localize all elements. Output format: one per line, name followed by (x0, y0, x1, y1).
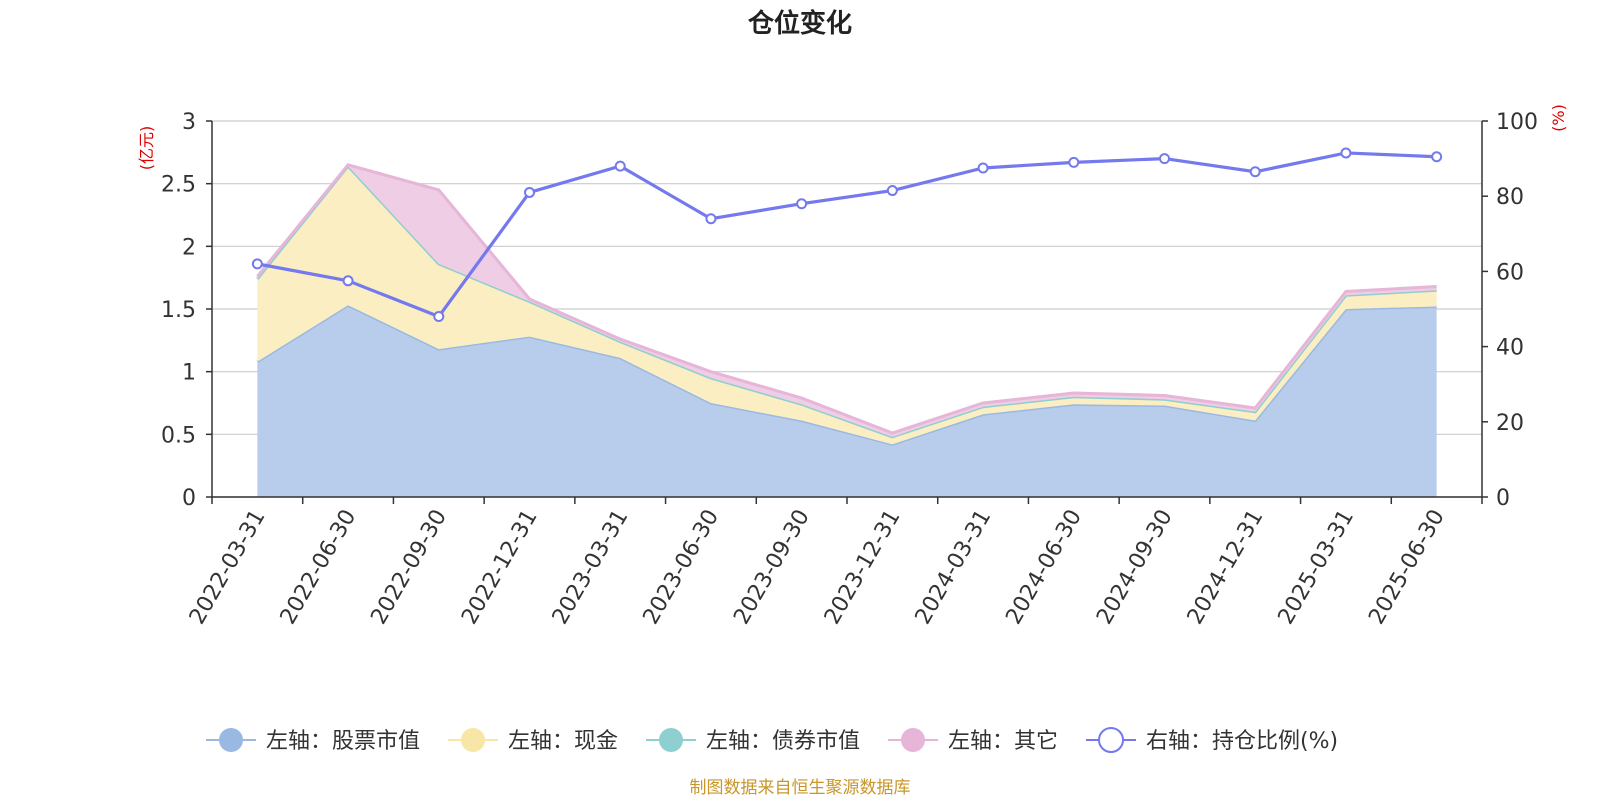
ratio-point (524, 186, 535, 198)
ratio-point (705, 213, 717, 225)
area-edge-line (256, 163, 1437, 435)
ratio-point (251, 258, 263, 270)
ratio-point (1068, 156, 1080, 168)
x-tick-label: 2023-12-31 (820, 506, 906, 629)
x-tick-label: 2022-06-30 (276, 506, 362, 629)
left-tick-label: 0.5 (161, 423, 196, 448)
ratio-point (886, 185, 898, 197)
legend-marker (461, 728, 485, 752)
right-tick-label: 60 (1496, 260, 1524, 285)
left-tick-label: 2 (182, 235, 196, 260)
right-axis-unit: (%) (1549, 104, 1568, 132)
chart-title: 仓位变化 (747, 8, 852, 39)
ratio-point (977, 162, 989, 174)
area-1 (257, 166, 1437, 445)
left-tick-label: 2.5 (161, 173, 196, 198)
legend-marker (659, 728, 683, 752)
ratio-point (1431, 151, 1443, 163)
area-3 (257, 164, 1437, 437)
ratio-point (1340, 147, 1352, 159)
right-tick-label: 100 (1496, 110, 1538, 135)
legend-label: 右轴：持仓比例(%) (1146, 729, 1338, 754)
x-tick-label: 2024-12-31 (1183, 506, 1269, 629)
x-tick-label: 2024-06-30 (1001, 506, 1087, 629)
ratio-point (614, 160, 626, 172)
ratio-point (1159, 153, 1170, 165)
ratio-point (342, 275, 354, 287)
x-tick-label: 2024-09-30 (1092, 506, 1178, 629)
data-source: 制图数据来自恒生聚源数据库 (690, 778, 911, 798)
right-tick-label: 40 (1496, 336, 1524, 361)
x-tick-label: 2024-03-31 (911, 506, 997, 629)
right-tick-label: 80 (1496, 185, 1524, 210)
left-tick-label: 0 (182, 486, 196, 511)
x-tick-label: 2022-03-31 (185, 506, 271, 629)
right-tick-label: 0 (1496, 486, 1510, 511)
left-tick-label: 1 (182, 361, 196, 386)
x-tick-label: 2023-06-30 (639, 506, 725, 629)
x-tick-label: 2023-09-30 (729, 506, 815, 629)
area-0 (257, 305, 1437, 497)
x-tick-label: 2023-03-31 (548, 506, 634, 629)
area-edge-line (256, 303, 1437, 446)
ratio-point (796, 198, 808, 210)
legend-marker (901, 728, 925, 752)
ratio-point (433, 311, 445, 323)
left-tick-label: 1.5 (161, 298, 196, 323)
ratio-line (257, 151, 1437, 319)
legend-marker (219, 728, 243, 752)
right-tick-label: 20 (1496, 411, 1524, 436)
legend-label: 左轴：现金 (508, 729, 618, 754)
legend-label: 左轴：其它 (948, 729, 1058, 754)
x-tick-label: 2025-06-30 (1364, 506, 1450, 629)
legend-label: 左轴：债券市值 (706, 729, 860, 754)
legend-label: 左轴：股票市值 (266, 729, 420, 754)
x-tick-label: 2022-09-30 (366, 506, 452, 629)
x-tick-label: 2022-12-31 (457, 506, 543, 629)
ratio-point (1249, 166, 1261, 178)
legend: 左轴：股票市值 左轴：现金 左轴：债券市值 左轴：其它 右轴：持仓比例(%) (206, 727, 1338, 754)
left-axis-unit: (亿元) (137, 126, 156, 171)
x-tick-label: 2025-03-31 (1274, 506, 1360, 629)
legend-marker (1098, 727, 1124, 753)
left-tick-label: 3 (182, 110, 196, 135)
